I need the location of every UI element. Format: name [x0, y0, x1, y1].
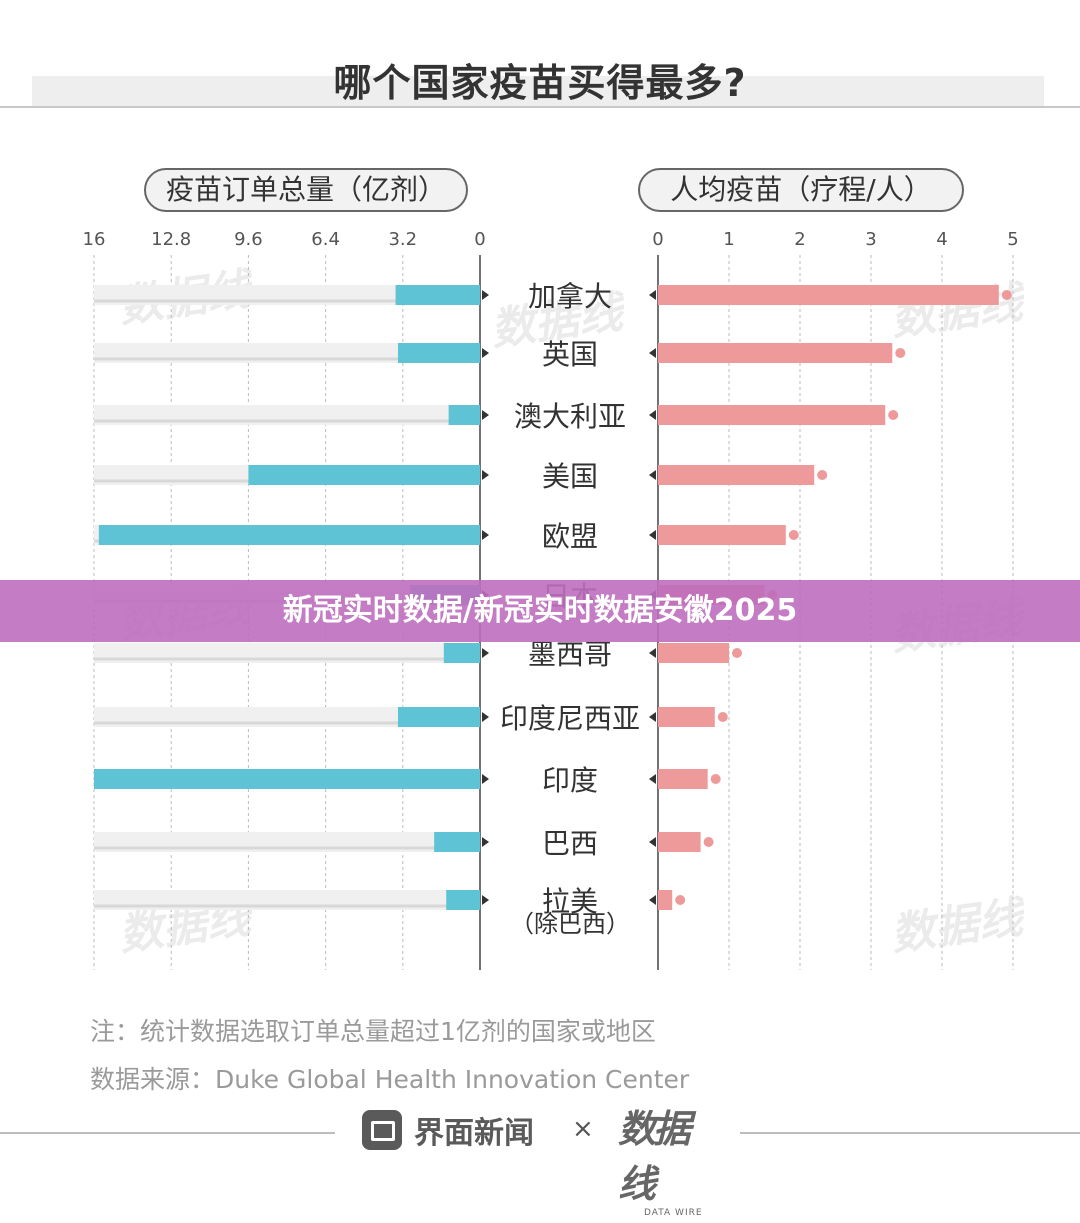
note-text: 注：统计数据选取订单总量超过1亿剂的国家或地区: [90, 1017, 656, 1046]
left-bar: [443, 643, 480, 663]
left-bar: [395, 285, 480, 305]
right-bar-arrow: [649, 470, 656, 480]
right-bar: [658, 707, 715, 727]
right-bar-arrow: [649, 530, 656, 540]
left-bar-arrow: [482, 895, 489, 905]
right-bar-dot: [675, 895, 686, 905]
left-tick-label: 12.8: [151, 229, 191, 250]
footer-line-right: [740, 1132, 1080, 1134]
right-bar-dot: [788, 530, 799, 540]
category-label: 墨西哥: [528, 638, 612, 671]
title-divider: [0, 106, 1080, 108]
jiemian-logo-icon: [362, 1110, 402, 1150]
right-tick-label: 2: [794, 229, 805, 250]
right-bar-dot: [703, 837, 714, 847]
times-sign: ×: [572, 1114, 594, 1144]
category-label: 欧盟: [542, 520, 598, 553]
left-bar-arrow: [482, 410, 489, 420]
category-label: 巴西: [542, 827, 598, 860]
overlay-banner: 新冠实时数据/新冠实时数据安徽2025: [0, 580, 1080, 642]
right-bar: [658, 525, 786, 545]
right-bar-arrow: [649, 712, 656, 722]
left-bar-arrow: [482, 648, 489, 658]
right-bar-arrow: [649, 895, 656, 905]
left-bar: [248, 465, 480, 485]
category-label: 印度尼西亚: [500, 702, 640, 735]
category-label: 澳大利亚: [514, 400, 626, 433]
left-bar-arrow: [482, 290, 489, 300]
right-bar-arrow: [649, 348, 656, 358]
right-bar-arrow: [649, 774, 656, 784]
right-bar: [658, 832, 701, 852]
right-bar-dot: [717, 712, 728, 722]
right-bar-dot: [710, 774, 721, 784]
title-band: [32, 76, 1044, 106]
left-bar: [397, 707, 480, 727]
datawire-logo-text: 数据线: [618, 1107, 691, 1206]
overlay-banner-text: 新冠实时数据/新冠实时数据安徽2025: [282, 593, 798, 628]
jiemian-logo-text: 界面新闻: [414, 1116, 534, 1151]
right-bar-dot: [895, 348, 906, 358]
left-bar: [98, 525, 480, 545]
left-bar: [94, 769, 480, 789]
right-bar-dot: [888, 410, 899, 420]
right-bar-arrow: [649, 648, 656, 658]
right-tick-label: 0: [652, 229, 663, 250]
left-bar-arrow: [482, 837, 489, 847]
left-bar-arrow: [482, 712, 489, 722]
category-label: 美国: [542, 460, 598, 493]
source-text: 数据来源：Duke Global Health Innovation Cente…: [90, 1065, 690, 1094]
page-title: 哪个国家疫苗买得最多?: [333, 61, 747, 105]
category-label: 拉美: [542, 885, 598, 918]
right-bar: [658, 769, 708, 789]
left-bar: [434, 832, 480, 852]
left-bar-arrow: [482, 530, 489, 540]
right-tick-label: 5: [1007, 229, 1018, 250]
left-bar-arrow: [482, 470, 489, 480]
datawire-logo: 数据线 DATA WIRE: [618, 1098, 714, 1218]
footer-line-left: [0, 1132, 335, 1134]
jiemian-logo: 界面新闻: [362, 1108, 534, 1152]
right-tick-label: 3: [865, 229, 876, 250]
right-bar: [658, 343, 893, 363]
left-tick-label: 16: [83, 229, 106, 250]
right-bar: [658, 890, 673, 910]
left-panel-title: 疫苗订单总量（亿剂）: [144, 168, 468, 212]
right-bar-dot: [732, 648, 742, 658]
right-bar: [658, 465, 815, 485]
right-bar: [658, 405, 886, 425]
right-bar-dot: [817, 470, 828, 480]
left-tick-label: 3.2: [388, 229, 417, 250]
right-bar: [658, 285, 999, 305]
category-label: 英国: [542, 338, 598, 371]
right-panel-title: 人均疫苗（疗程/人）: [638, 168, 964, 212]
left-tick-label: 9.6: [234, 229, 263, 250]
left-bar-arrow: [482, 348, 489, 358]
right-bar: [658, 643, 729, 663]
category-label: （除巴西）: [510, 910, 630, 938]
left-bar-arrow: [482, 774, 489, 784]
category-label: 加拿大: [528, 280, 612, 313]
left-tick-label: 0: [474, 229, 485, 250]
datawire-logo-sub: DATA WIRE: [644, 1208, 703, 1218]
left-bar: [448, 405, 480, 425]
left-bar: [397, 343, 480, 363]
right-bar-arrow: [649, 290, 656, 300]
right-bar-dot: [1001, 290, 1012, 300]
right-bar-arrow: [649, 837, 656, 847]
right-tick-label: 1: [723, 229, 734, 250]
left-tick-label: 6.4: [311, 229, 340, 250]
category-label: 印度: [542, 764, 598, 797]
right-bar-arrow: [649, 410, 656, 420]
left-bar: [446, 890, 480, 910]
right-tick-label: 4: [936, 229, 947, 250]
